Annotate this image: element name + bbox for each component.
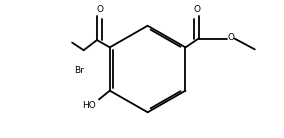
Text: O: O — [96, 5, 103, 14]
Text: O: O — [194, 5, 201, 14]
Text: HO: HO — [82, 101, 96, 110]
Text: Br: Br — [74, 66, 84, 75]
Text: O: O — [227, 33, 234, 42]
